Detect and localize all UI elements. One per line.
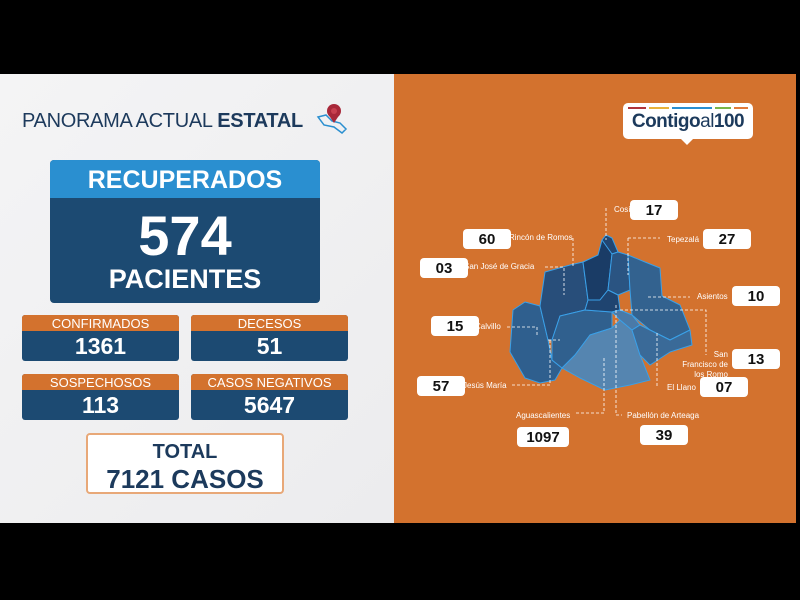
stat-value: 1361 [74,333,127,359]
region-el-llano [631,324,693,366]
recuperados-value: 574 [138,204,232,267]
san-jose-de-gracia-label: San José de Gracia [464,262,535,271]
total-label: TOTAL [152,441,218,463]
contigo-al-100-logo: Contigoal100 [623,103,753,145]
page-title: PANORAMA ACTUAL ESTATAL [22,110,303,132]
region-tepezala [607,251,631,296]
san-francisco-label: San Francisco de los Romo [682,350,728,379]
asientos-value: 10 [732,286,780,306]
el-llano-value: 07 [700,377,748,397]
mexico-pin-icon [316,104,348,134]
rincon-de-romos-value: 60 [463,229,511,249]
calvillo-label: Calvillo [475,322,501,331]
recuperados-card: RECUPERADOS 574 PACIENTES [50,160,320,303]
casos-negativos-card: CASOS NEGATIVOS 5647 [191,374,348,420]
pabellon-de-arteaga-value: 39 [640,425,688,445]
recuperados-unit: PACIENTES [108,264,262,294]
total-value: 7121 CASOS [106,464,264,494]
cosio-label: Cosío [614,205,635,214]
stat-value: 5647 [243,392,296,418]
rincon-de-romos-label: Rincón de Romos [509,233,573,242]
decesos-card: DECESOS 51 [191,315,348,361]
stat-value: 51 [256,333,283,359]
jesus-maria-label: Jesús María [463,381,507,390]
stat-label: SOSPECHOSOS [22,374,179,390]
jesus-maria-value: 57 [417,376,465,396]
pabellon-de-arteaga-label: Pabellón de Arteaga [627,411,700,420]
tepezala-label: Tepezalá [667,235,700,244]
region-aguascalientes [561,319,651,391]
el-llano-label: El Llano [667,383,696,392]
cosio-value: 17 [630,200,678,220]
aguascalientes-value: 1097 [517,427,569,447]
stat-label: CASOS NEGATIVOS [191,374,348,390]
stat-label: CONFIRMADOS [22,315,179,331]
confirmados-card: CONFIRMADOS 1361 [22,315,179,361]
stat-value: 113 [81,392,120,418]
stat-label: DECESOS [191,315,348,331]
region-pabellon [584,289,621,313]
san-jose-de-gracia-value: 03 [420,258,468,278]
tepezala-value: 27 [703,229,751,249]
asientos-label: Asientos [697,292,728,301]
total-card: TOTAL 7121 CASOS [86,433,284,494]
san-francisco-value: 13 [732,349,780,369]
recuperados-label: RECUPERADOS [50,160,320,198]
sospechosos-card: SOSPECHOSOS 113 [22,374,179,420]
aguascalientes-label: Aguascalientes [516,411,571,420]
calvillo-value: 15 [431,316,479,336]
